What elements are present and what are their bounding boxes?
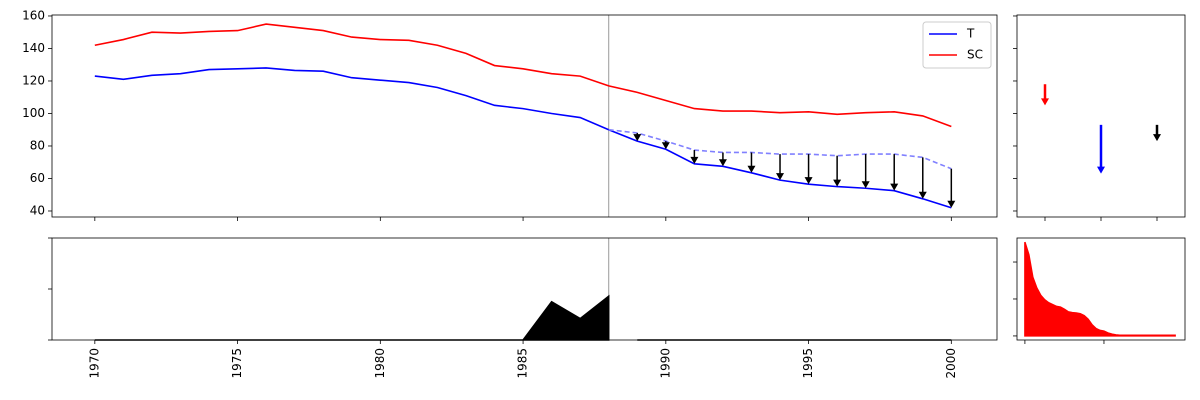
axes-frame — [1016, 14, 1186, 218]
x-tick-label: 1980 — [373, 348, 387, 379]
legend-label: SC — [967, 48, 983, 62]
series-line — [94, 67, 952, 209]
arrow-head — [633, 134, 642, 142]
area — [1024, 241, 1176, 337]
x-tick-label: 1985 — [516, 348, 530, 379]
y-tick-label: 80 — [30, 138, 45, 152]
axes-frame — [1016, 237, 1186, 341]
area — [94, 294, 610, 341]
arrow-head — [804, 177, 813, 185]
y-tick-label: 40 — [30, 203, 45, 217]
x-tick-label: 1970 — [87, 348, 101, 379]
arrow-head — [776, 173, 785, 181]
arrow-head — [718, 159, 727, 167]
arrow-head — [1153, 134, 1161, 142]
arrow-head — [1041, 98, 1049, 106]
axes-frame — [51, 14, 998, 218]
y-tick-label: 120 — [22, 73, 45, 87]
x-tick-label: 1975 — [230, 348, 244, 379]
legend-label: T — [966, 27, 975, 41]
series-line — [94, 23, 952, 128]
y-tick-label: 140 — [22, 41, 45, 55]
y-tick-label: 60 — [30, 171, 45, 185]
arrow-head — [747, 165, 756, 173]
arrow-head — [833, 179, 842, 187]
arrow-head — [1097, 166, 1105, 174]
axes-frame — [51, 237, 998, 341]
y-tick-label: 160 — [22, 8, 45, 22]
arrow-head — [947, 200, 956, 208]
y-tick-label: 100 — [22, 106, 45, 120]
arrow-head — [861, 181, 870, 189]
arrow-head — [690, 156, 699, 164]
x-tick-label: 1990 — [658, 348, 672, 379]
arrow-head — [918, 191, 927, 199]
x-tick-label: 2000 — [944, 348, 958, 379]
arrow-head — [890, 183, 899, 191]
x-tick-label: 1995 — [801, 348, 815, 379]
arrow-head — [661, 142, 670, 150]
